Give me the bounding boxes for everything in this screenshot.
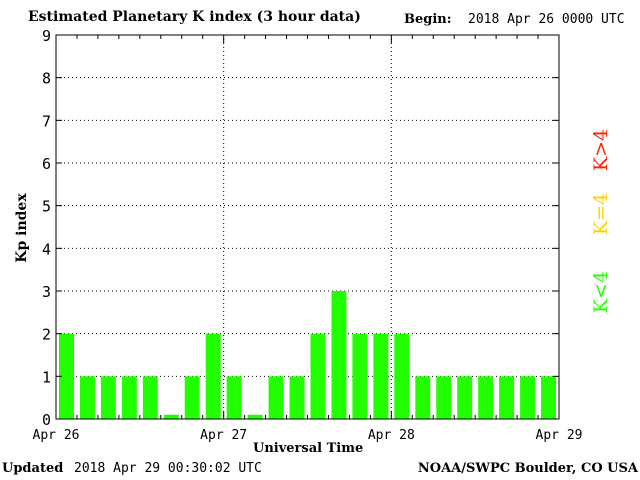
x-tick-label: Apr 29 bbox=[536, 428, 583, 443]
legend-k-greater-4: K>4 bbox=[590, 128, 612, 172]
y-tick-label: 0 bbox=[42, 411, 51, 429]
source-credit: NOAA/SWPC Boulder, CO USA bbox=[417, 461, 638, 476]
begin-value: 2018 Apr 26 0000 UTC bbox=[468, 12, 625, 27]
y-tick-label: 3 bbox=[42, 283, 51, 301]
y-tick-label: 9 bbox=[42, 27, 51, 45]
x-tick-label: Apr 28 bbox=[368, 428, 415, 443]
grid-lines bbox=[56, 35, 559, 419]
y-tick-label: 5 bbox=[42, 198, 51, 216]
kp-bar bbox=[247, 414, 263, 419]
kp-bar bbox=[478, 376, 494, 419]
updated-timestamp: 2018 Apr 29 00:30:02 UTC bbox=[74, 461, 262, 476]
kp-bar bbox=[331, 291, 347, 419]
kp-bar bbox=[310, 333, 326, 419]
kp-bar bbox=[205, 333, 221, 419]
kp-bar bbox=[436, 376, 452, 419]
kp-bar bbox=[352, 333, 368, 419]
y-tick-label: 6 bbox=[42, 155, 51, 173]
x-tick-label: Apr 27 bbox=[200, 428, 247, 443]
bars bbox=[59, 291, 556, 419]
x-tick-label: Apr 26 bbox=[33, 428, 80, 443]
plot-frame bbox=[55, 34, 560, 420]
kp-bar bbox=[142, 376, 158, 419]
legend-k-equal-4: K=4 bbox=[590, 192, 612, 236]
kp-bar bbox=[226, 376, 242, 419]
kp-bar bbox=[79, 376, 95, 419]
kp-bar bbox=[415, 376, 431, 419]
kp-bar bbox=[268, 376, 284, 419]
kp-bar bbox=[184, 376, 200, 419]
kp-bar bbox=[520, 376, 536, 419]
kp-bar bbox=[457, 376, 473, 419]
legend-k-less-4: K<4 bbox=[590, 270, 612, 314]
kp-bar bbox=[541, 376, 556, 419]
kp-bar bbox=[163, 414, 179, 419]
kp-bar bbox=[121, 376, 137, 419]
x-tick-labels: Apr 26 Apr 27 Apr 28 Apr 29 bbox=[33, 428, 583, 443]
axis-ticks bbox=[56, 34, 559, 420]
y-tick-labels: 0 1 2 3 4 5 6 7 8 9 bbox=[42, 27, 51, 429]
x-axis-label: Universal Time bbox=[253, 441, 364, 456]
y-tick-label: 8 bbox=[42, 70, 51, 88]
kp-bar bbox=[499, 376, 515, 419]
y-axis-label: Kp index bbox=[14, 193, 30, 263]
updated-label: Updated bbox=[2, 461, 64, 476]
kp-bar bbox=[394, 333, 410, 419]
y-tick-label: 7 bbox=[42, 112, 51, 130]
kp-bar bbox=[289, 376, 305, 419]
begin-label: Begin: bbox=[404, 12, 452, 27]
y-tick-label: 1 bbox=[42, 368, 51, 386]
chart-title: Estimated Planetary K index (3 hour data… bbox=[28, 9, 361, 25]
y-tick-label: 4 bbox=[42, 240, 51, 258]
kp-bar bbox=[100, 376, 116, 419]
kp-bar bbox=[59, 333, 74, 419]
y-tick-label: 2 bbox=[42, 326, 51, 344]
kp-bar bbox=[373, 333, 389, 419]
